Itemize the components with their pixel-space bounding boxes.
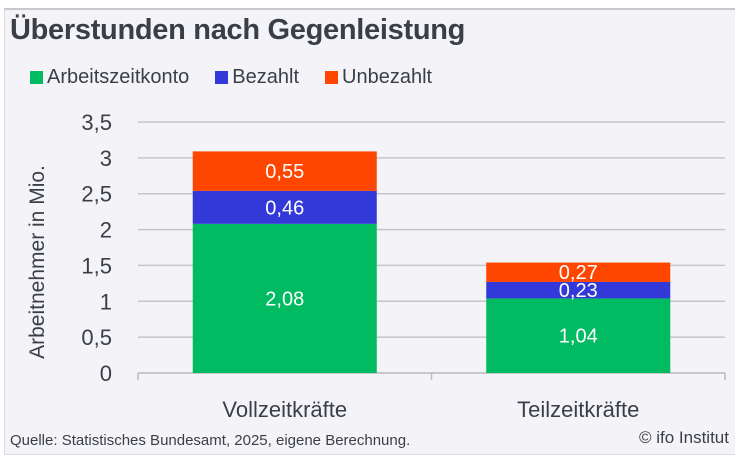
y-tick-label: 0,5 xyxy=(81,325,112,350)
bar-segment xyxy=(486,262,671,282)
legend-label: Arbeitszeitkonto xyxy=(47,66,190,88)
y-tick-label: 0 xyxy=(100,361,112,386)
data-label: 0,23 xyxy=(559,280,598,302)
y-tick-label: 3 xyxy=(100,146,112,171)
chart-title: Überstunden nach Gegenleistung xyxy=(10,14,466,46)
bar-segment xyxy=(192,190,377,224)
x-category-label: Vollzeitkräfte xyxy=(222,397,347,422)
data-label: 0,55 xyxy=(265,161,304,183)
legend-swatch xyxy=(325,71,339,84)
y-tick-label: 1,5 xyxy=(81,253,112,278)
y-tick-label: 1 xyxy=(100,289,112,314)
legend-item-bezahlt: Bezahlt xyxy=(215,66,299,89)
legend-item-unbezahlt: Unbezahlt xyxy=(325,66,432,89)
data-label: 2,08 xyxy=(265,288,304,310)
legend-swatch xyxy=(30,71,43,84)
legend-swatch xyxy=(215,71,229,84)
bar-segment xyxy=(192,223,377,373)
source-note: Quelle: Statistisches Bundesamt, 2025, e… xyxy=(10,432,411,449)
bar-segment xyxy=(192,151,377,191)
legend-label: Unbezahlt xyxy=(342,66,433,88)
legend: Arbeitszeitkonto Bezahlt Unbezahlt xyxy=(30,66,458,89)
data-label: 1,04 xyxy=(559,326,598,348)
copyright-note: © ifo Institut xyxy=(638,428,729,447)
y-tick-label: 3,5 xyxy=(81,110,112,135)
data-label: 0,46 xyxy=(265,197,304,219)
bar-segment xyxy=(486,281,671,299)
legend-item-arbeitszeitkonto: Arbeitszeitkonto xyxy=(30,66,189,89)
x-category-label: Teilzeitkräfte xyxy=(517,397,639,422)
y-tick-label: 2 xyxy=(100,218,112,243)
y-tick-label: 2,5 xyxy=(81,182,112,207)
legend-label: Bezahlt xyxy=(232,66,300,88)
bar-segment xyxy=(486,298,671,373)
data-label: 0,27 xyxy=(559,262,598,284)
